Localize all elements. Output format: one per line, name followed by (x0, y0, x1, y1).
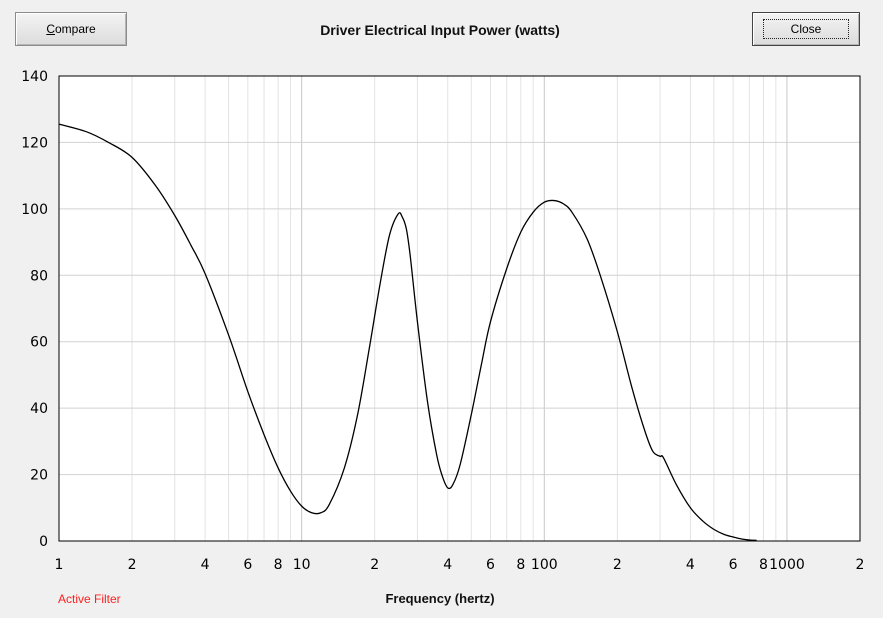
x-tick-label: 1000 (769, 557, 805, 573)
y-tick-label: 20 (30, 468, 48, 484)
x-tick-label: 4 (201, 557, 210, 573)
x-tick-label: 4 (443, 557, 452, 573)
x-tick-label: 8 (516, 557, 525, 573)
active-filter-label: Active Filter (58, 592, 121, 606)
plot-border (58, 75, 861, 542)
close-label: Close (762, 19, 850, 39)
close-button[interactable]: Close (752, 12, 860, 46)
y-tick-label: 40 (30, 401, 48, 417)
compare-label: ompare (54, 22, 96, 36)
chart-title: Driver Electrical Input Power (watts) (320, 22, 560, 38)
y-tick-label: 100 (21, 202, 48, 218)
x-tick-label: 6 (243, 557, 252, 573)
x-tick-label: 1 (55, 557, 64, 573)
x-tick-label: 2 (370, 557, 379, 573)
x-tick-label: 8 (759, 557, 768, 573)
x-tick-label: 2 (613, 557, 622, 573)
y-tick-label: 120 (21, 135, 48, 151)
x-tick-label: 2 (856, 557, 865, 573)
y-tick-labels: 0 20 40 60 80 100 120 140 (21, 69, 48, 550)
plot-area (59, 76, 860, 541)
y-tick-label: 60 (30, 335, 48, 351)
series-line (58, 123, 757, 541)
y-tick-label: 80 (30, 268, 48, 284)
x-tick-labels: 1 2 4 6 8 10 2 4 6 8 100 2 4 6 8 1000 2 (55, 557, 865, 573)
x-tick-label: 2 (128, 557, 137, 573)
y-tick-label: 140 (21, 69, 48, 85)
x-axis-label: Frequency (hertz) (385, 591, 495, 606)
x-tick-label: 4 (686, 557, 695, 573)
x-tick-label: 100 (531, 557, 558, 573)
x-tick-label: 8 (274, 557, 283, 573)
grid-lines (59, 76, 860, 541)
x-tick-label: 10 (293, 557, 311, 573)
x-tick-label: 6 (729, 557, 738, 573)
x-tick-label: 6 (486, 557, 495, 573)
compare-mnemonic: C (46, 22, 55, 36)
y-tick-label: 0 (39, 534, 48, 550)
